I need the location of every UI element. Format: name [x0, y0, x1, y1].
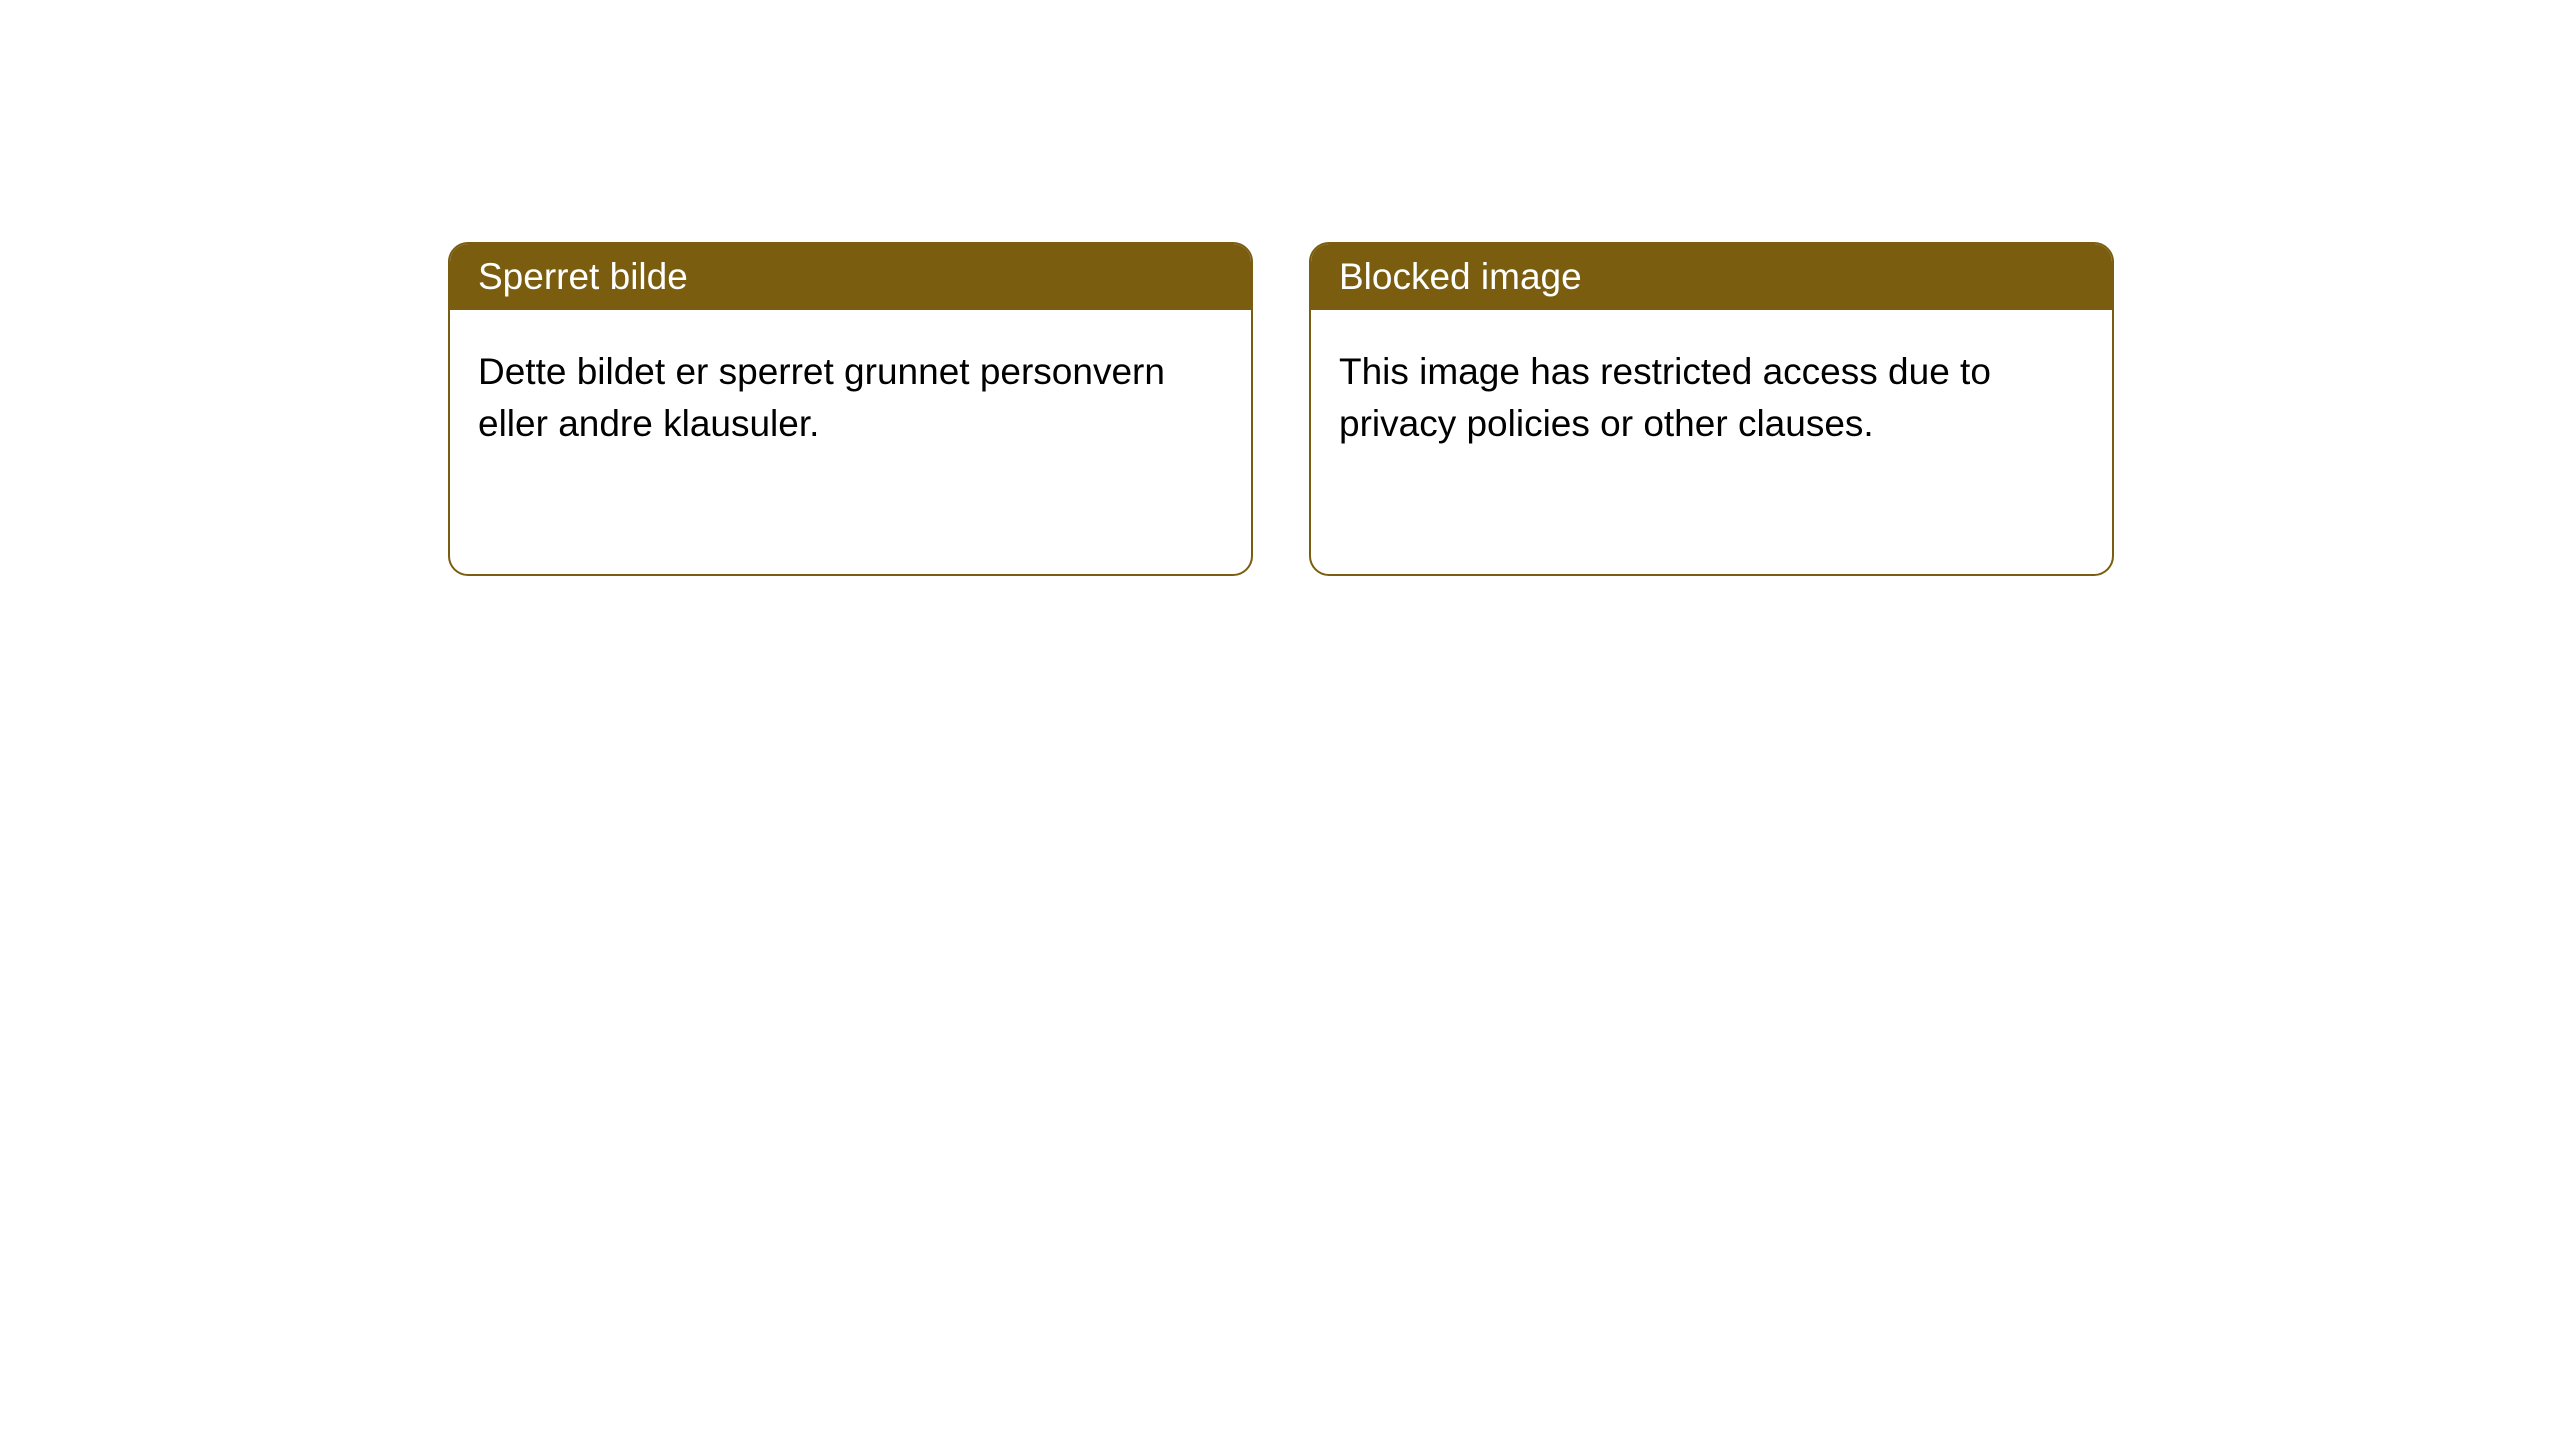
notice-container: Sperret bilde Dette bildet er sperret gr… [0, 0, 2560, 576]
notice-title: Blocked image [1311, 244, 2112, 310]
notice-body: This image has restricted access due to … [1311, 310, 2112, 486]
notice-body: Dette bildet er sperret grunnet personve… [450, 310, 1251, 486]
notice-card-english: Blocked image This image has restricted … [1309, 242, 2114, 576]
notice-card-norwegian: Sperret bilde Dette bildet er sperret gr… [448, 242, 1253, 576]
notice-title: Sperret bilde [450, 244, 1251, 310]
